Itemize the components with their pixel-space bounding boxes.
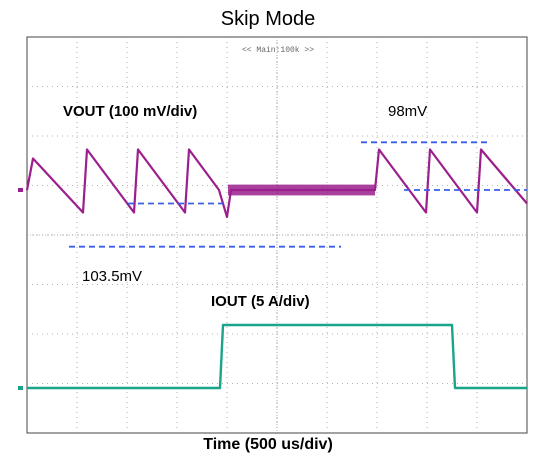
- ripple-skip-label: 98mV: [388, 103, 427, 120]
- vout-trace: [25, 148, 528, 219]
- x-axis-label: Time (500 us/div): [203, 436, 333, 453]
- iout-trace: [27, 323, 527, 390]
- chart-title: Skip Mode: [220, 8, 316, 30]
- iout-ground-marker: [18, 386, 23, 390]
- scope-header-text: << Main:100k >>: [242, 46, 314, 55]
- vout-noise-band: [228, 184, 375, 196]
- ripple-pwm-label: 103.5mV: [82, 268, 142, 285]
- annotations: [69, 141, 527, 248]
- iout-label: IOUT (5 A/div): [211, 293, 310, 310]
- vout-ground-marker: [18, 188, 23, 192]
- grid: [26, 36, 528, 434]
- vout-label: VOUT (100 mV/div): [63, 103, 197, 120]
